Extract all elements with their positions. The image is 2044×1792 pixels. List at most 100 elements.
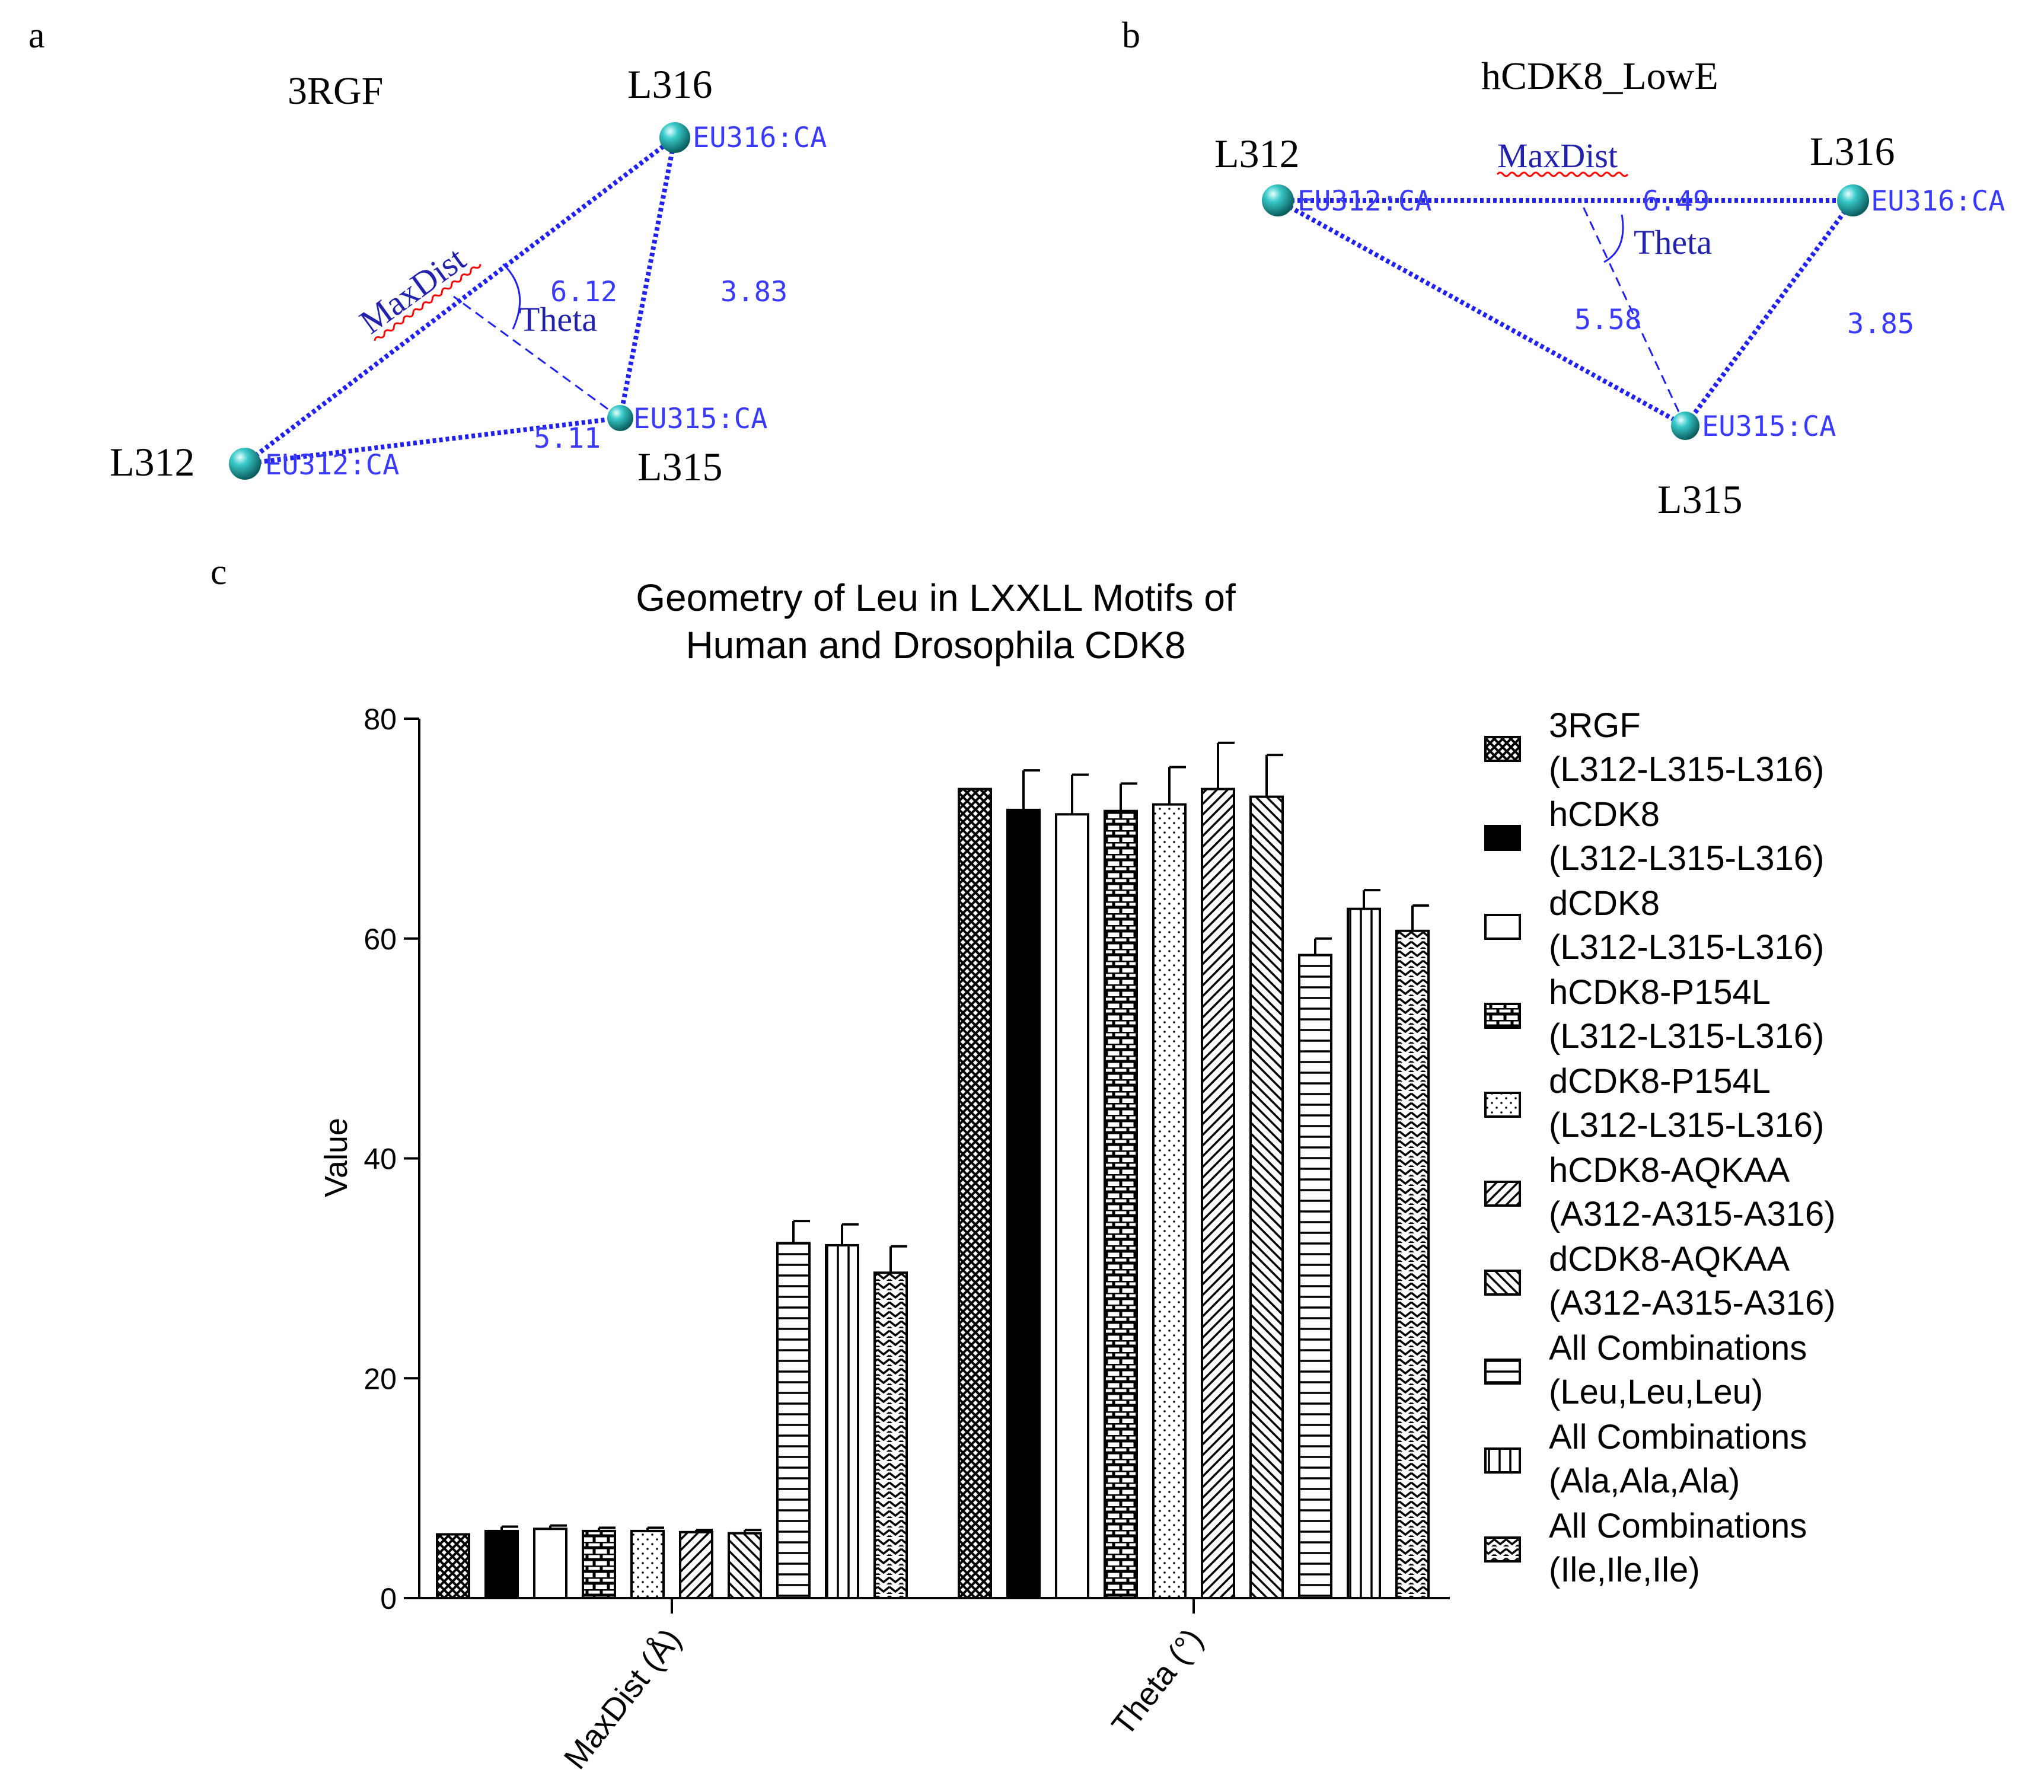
legend-swatch-2 xyxy=(1484,825,1521,851)
legend-swatch-4 xyxy=(1484,1003,1521,1029)
legend-label-10-1: All Combinations xyxy=(1549,1507,1807,1545)
distance-315-316-a: 3.83 xyxy=(720,276,787,308)
atom-label-l316-a: EU316:CA xyxy=(693,122,827,154)
panel-b-title: hCDK8_LowE xyxy=(1481,55,1718,98)
bar-2-10 xyxy=(1395,929,1430,1599)
bar-2-9 xyxy=(1347,907,1381,1599)
bar-1-6 xyxy=(679,1530,713,1599)
legend-label-8-1: All Combinations xyxy=(1549,1329,1807,1367)
legend-label-9-2: (Ala,Ala,Ala) xyxy=(1549,1462,1740,1500)
y-tick-label-20: 20 xyxy=(363,1362,397,1395)
theta-arc-a xyxy=(502,263,521,330)
spellcheck-underline-a xyxy=(374,264,481,341)
bar-chart: Geometry of Leu in LXXLL Motifs of Human … xyxy=(318,576,1836,1776)
atom-sphere-l316-a xyxy=(659,122,690,153)
bond-315-316-b xyxy=(1683,199,1855,428)
residue-label-l315-b: L315 xyxy=(1657,477,1743,522)
residue-label-l315-a: L315 xyxy=(637,444,723,489)
distance-315-316-b: 3.85 xyxy=(1847,308,1914,340)
maxdist-label-a: MaxDist xyxy=(352,240,472,342)
maxdist-label-a-group: MaxDist xyxy=(352,240,481,342)
bar-2-8 xyxy=(1298,954,1332,1599)
bar-2-7 xyxy=(1249,795,1284,1599)
legend-swatch-8 xyxy=(1484,1359,1521,1385)
panel-b-bonds xyxy=(1277,198,1855,428)
bar-1-1 xyxy=(436,1533,470,1599)
bar-2-3 xyxy=(1055,813,1089,1599)
theta-guide-a xyxy=(453,295,621,419)
residue-label-l312-b: L312 xyxy=(1214,131,1300,176)
legend-label-4-2: (L312-L315-L316) xyxy=(1549,1017,1824,1056)
residue-label-l316-b: L316 xyxy=(1810,129,1895,174)
bar-1-10 xyxy=(873,1271,908,1600)
legend-label-9-1: All Combinations xyxy=(1549,1418,1807,1456)
legend-label-6-2: (A312-A315-A316) xyxy=(1549,1195,1836,1233)
theta-label-b: Theta xyxy=(1634,223,1712,262)
spellcheck-underline-b xyxy=(1496,171,1629,177)
atom-sphere-l312-a xyxy=(229,448,261,480)
atom-label-l315-b: EU315:CA xyxy=(1702,410,1836,443)
x-tick-label-2: Theta (°) xyxy=(1105,1622,1210,1742)
bar-1-8 xyxy=(776,1242,811,1599)
theta-label-a: Theta xyxy=(519,300,597,339)
bar-1-7 xyxy=(728,1532,762,1599)
atom-sphere-l315-b xyxy=(1671,412,1699,440)
y-axis-label: Value xyxy=(318,1118,354,1197)
legend-label-2-2: (L312-L315-L316) xyxy=(1549,839,1824,878)
bar-2-2 xyxy=(1006,808,1041,1599)
legend-label-2-1: hCDK8 xyxy=(1549,795,1660,834)
atom-sphere-l315-a xyxy=(607,405,633,431)
panel-b-letter: b xyxy=(1122,15,1140,56)
theta-guide-b xyxy=(1579,200,1686,426)
panel-a-bonds xyxy=(243,135,677,466)
legend-label-7-1: dCDK8-AQKAA xyxy=(1549,1240,1790,1278)
chart-title-line-2: Human and Drosophila CDK8 xyxy=(685,624,1185,667)
legend-swatch-9 xyxy=(1484,1447,1521,1474)
distance-312-315-b: 5.58 xyxy=(1574,304,1641,336)
atom-label-l315-a: EU315:CA xyxy=(633,403,767,435)
bond-312-316-a xyxy=(243,135,677,466)
panel-b-atoms xyxy=(1262,184,1869,440)
atom-sphere-l316-b xyxy=(1837,184,1869,216)
distance-312-316-a: 6.12 xyxy=(550,276,617,308)
maxdist-label-b: MaxDist xyxy=(1497,136,1618,175)
legend-swatch-1 xyxy=(1484,736,1521,762)
bar-1-9 xyxy=(825,1243,859,1600)
bar-2-5 xyxy=(1152,803,1187,1599)
bar-1-4 xyxy=(582,1529,616,1599)
legend-label-6-1: hCDK8-AQKAA xyxy=(1549,1151,1790,1190)
legend-label-5-2: (L312-L315-L316) xyxy=(1549,1106,1824,1144)
distance-312-315-a: 5.11 xyxy=(534,422,601,455)
atom-label-l316-b: EU316:CA xyxy=(1871,185,2005,218)
theta-arc-b xyxy=(1603,214,1624,263)
bar-2-6 xyxy=(1201,787,1235,1599)
legend-label-3-1: dCDK8 xyxy=(1549,884,1660,923)
chart-title-line-1: Geometry of Leu in LXXLL Motifs of xyxy=(636,576,1236,619)
legend-swatch-7 xyxy=(1484,1270,1521,1296)
residue-label-l316-a: L316 xyxy=(627,62,713,107)
y-tick-label-40: 40 xyxy=(363,1143,397,1176)
legend-label-1-1: 3RGF xyxy=(1549,706,1641,745)
y-tick-label-80: 80 xyxy=(363,703,397,736)
panel-b: b hCDK8_LowE EU312:CA EU315:CA EU316:CA … xyxy=(1122,15,2005,522)
panel-a-letter: a xyxy=(28,15,45,56)
atom-sphere-l312-b xyxy=(1262,184,1294,216)
legend-swatch-3 xyxy=(1484,914,1521,940)
legend-swatch-5 xyxy=(1484,1092,1521,1118)
bar-1-5 xyxy=(630,1529,665,1599)
bond-315-316-a xyxy=(618,137,677,419)
panel-a-atoms xyxy=(229,122,690,480)
legend-swatch-6 xyxy=(1484,1181,1521,1207)
distance-312-316-b: 6.49 xyxy=(1643,185,1710,218)
legend-label-5-1: dCDK8-P154L xyxy=(1549,1062,1771,1101)
bar-1-2 xyxy=(484,1529,519,1599)
y-tick-label-0: 0 xyxy=(380,1582,397,1615)
legend-label-8-2: (Leu,Leu,Leu) xyxy=(1549,1373,1763,1411)
bond-312-315-b xyxy=(1277,198,1686,428)
legend-label-4-1: hCDK8-P154L xyxy=(1549,973,1771,1012)
panel-c-letter: c xyxy=(211,552,227,592)
residue-label-l312-a: L312 xyxy=(110,439,195,484)
legend-swatch-10 xyxy=(1484,1536,1521,1563)
atom-label-l312-b: EU312:CA xyxy=(1297,185,1431,218)
